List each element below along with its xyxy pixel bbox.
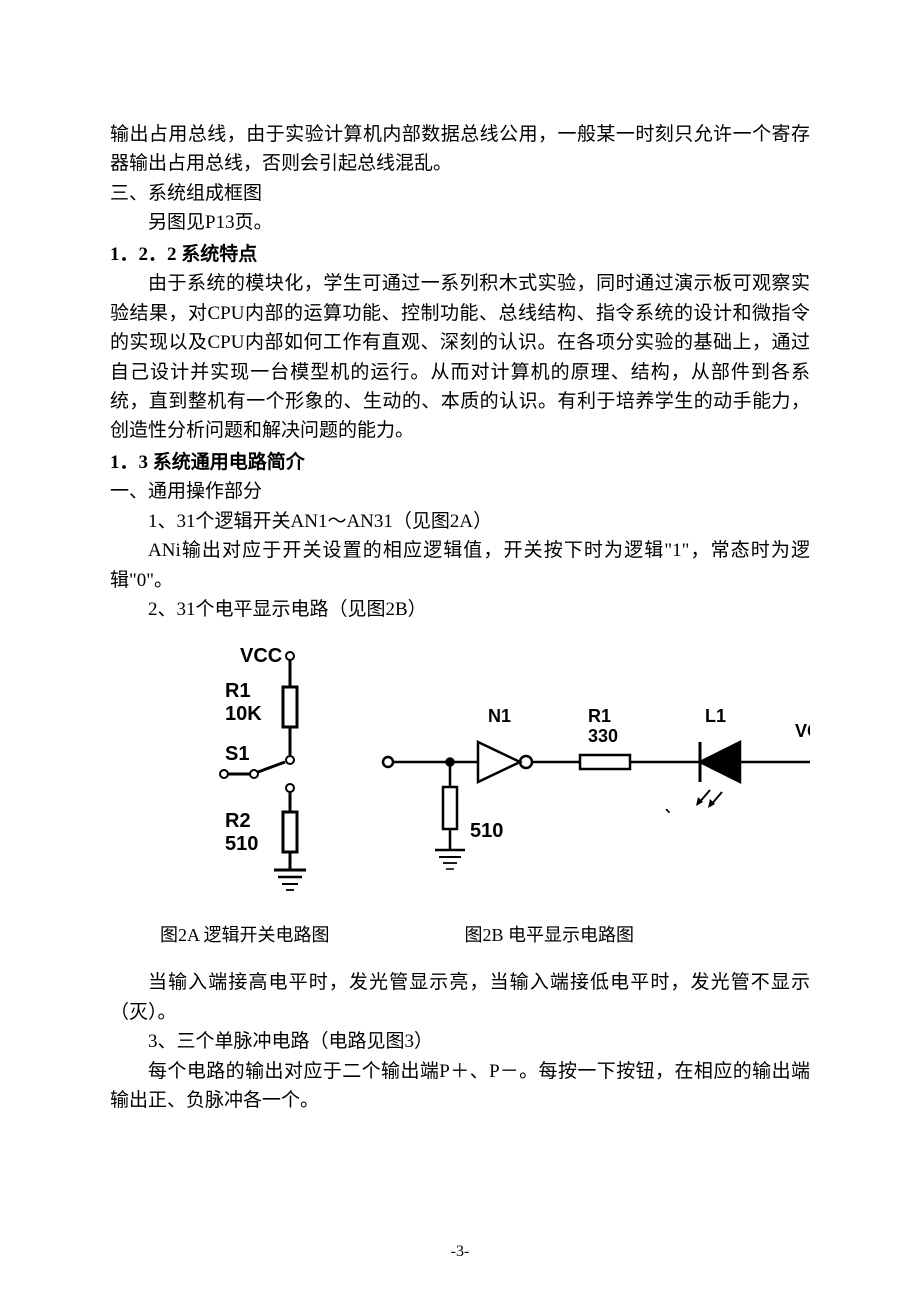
section-heading: 1．2．2 系统特点	[110, 240, 810, 269]
paragraph: ANi输出对应于开关设置的相应逻辑值，开关按下时为逻辑"1"，常态时为逻辑"0"…	[110, 536, 810, 595]
caption-2b: 图2B 电平显示电路图	[465, 922, 635, 950]
label-510b: 510	[470, 820, 503, 842]
paragraph: 1、31个逻辑开关AN1～AN31（见图2A）	[110, 507, 810, 536]
circuit-2b-svg: 、 N1 R1 330 L1 VCC 510	[370, 642, 810, 902]
svg-text:、: 、	[665, 799, 679, 815]
circuit-2a-svg: VCC R1 10K S1 R2 510	[170, 642, 320, 902]
label-vcc: VCC	[240, 645, 282, 667]
label-n1: N1	[488, 706, 511, 726]
figure-captions: 图2A 逻辑开关电路图 图2B 电平显示电路图	[110, 922, 810, 950]
label-r1v: 10K	[225, 703, 262, 725]
section-heading: 1．3 系统通用电路简介	[110, 448, 810, 477]
label-r1b: R1	[588, 706, 611, 726]
paragraph: 每个电路的输出对应于二个输出端P＋、P－。每按一下按钮，在相应的输出端输出正、负…	[110, 1057, 810, 1116]
label-l1: L1	[705, 706, 726, 726]
paragraph: 2、31个电平显示电路（见图2B）	[110, 595, 810, 624]
figure-row: VCC R1 10K S1 R2 510	[110, 642, 810, 902]
caption-2a: 图2A 逻辑开关电路图	[160, 922, 330, 950]
label-r2v: 510	[225, 833, 258, 855]
paragraph: 三、系统组成框图	[110, 179, 810, 208]
label-s1: S1	[225, 743, 249, 765]
paragraph: 当输入端接高电平时，发光管显示亮，当输入端接低电平时，发光管不显示（灭）。	[110, 968, 810, 1027]
label-vccb: VCC	[795, 721, 810, 741]
page-number: -3-	[0, 1243, 920, 1261]
paragraph: 由于系统的模块化，学生可通过一系列积木式实验，同时通过演示板可观察实验结果，对C…	[110, 269, 810, 446]
paragraph: 一、通用操作部分	[110, 477, 810, 506]
label-r2: R2	[225, 810, 251, 832]
label-r1bv: 330	[588, 726, 618, 746]
document-body: 输出占用总线，由于实验计算机内部数据总线公用，一般某一时刻只允许一个寄存器输出占…	[110, 120, 810, 1116]
paragraph: 输出占用总线，由于实验计算机内部数据总线公用，一般某一时刻只允许一个寄存器输出占…	[110, 120, 810, 179]
paragraph: 另图见P13页。	[110, 208, 810, 237]
paragraph: 3、三个单脉冲电路（电路见图3）	[110, 1027, 810, 1056]
label-r1: R1	[225, 680, 251, 702]
